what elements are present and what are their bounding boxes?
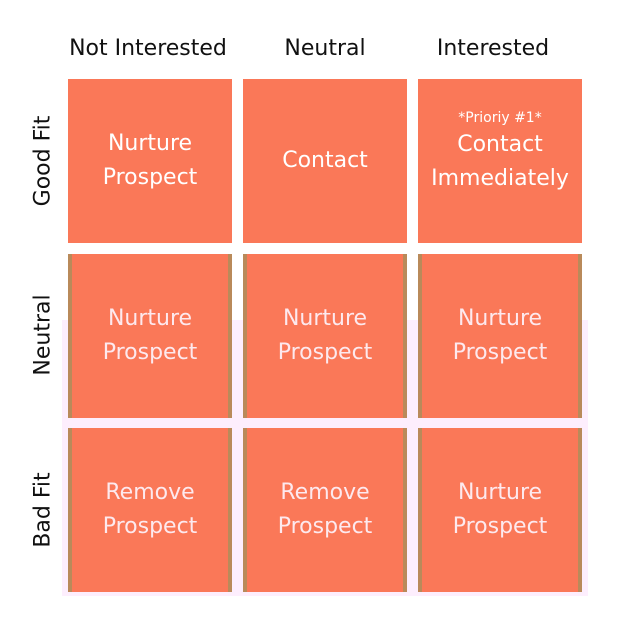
cell-text: Remove Prospect: [102, 480, 198, 539]
cell: Remove Prospect: [243, 428, 407, 592]
column-header: Interested: [436, 36, 550, 61]
cell: Nurture Prospect: [418, 428, 582, 592]
cell-note: *Prioriy #1*: [458, 110, 542, 126]
cell-text: Nurture Prospect: [452, 306, 548, 365]
row-header-text: Neutral: [30, 294, 56, 376]
cell: Nurture Prospect: [68, 79, 232, 243]
cell: Nurture Prospect: [68, 254, 232, 418]
column-header: Neutral: [284, 36, 366, 61]
cell-text: Nurture Prospect: [102, 306, 198, 365]
cell: Nurture Prospect: [418, 254, 582, 418]
cell-text: Remove Prospect: [277, 480, 373, 539]
cell: Contact: [243, 79, 407, 243]
row-header-text: Bad Fit: [30, 472, 56, 548]
row-header-text: Good Fit: [30, 115, 56, 207]
cell-text: Contact: [282, 148, 368, 173]
cell: Nurture Prospect: [243, 254, 407, 418]
cell-text: Nurture Prospect: [452, 480, 548, 539]
cell-text: Nurture Prospect: [102, 131, 198, 190]
cell: *Prioriy #1* Contact Immediately: [418, 79, 582, 243]
column-header: Not Interested: [69, 36, 227, 61]
cell-text: Nurture Prospect: [277, 306, 373, 365]
cell: Remove Prospect: [68, 428, 232, 592]
cell-text: Contact Immediately: [431, 132, 569, 191]
